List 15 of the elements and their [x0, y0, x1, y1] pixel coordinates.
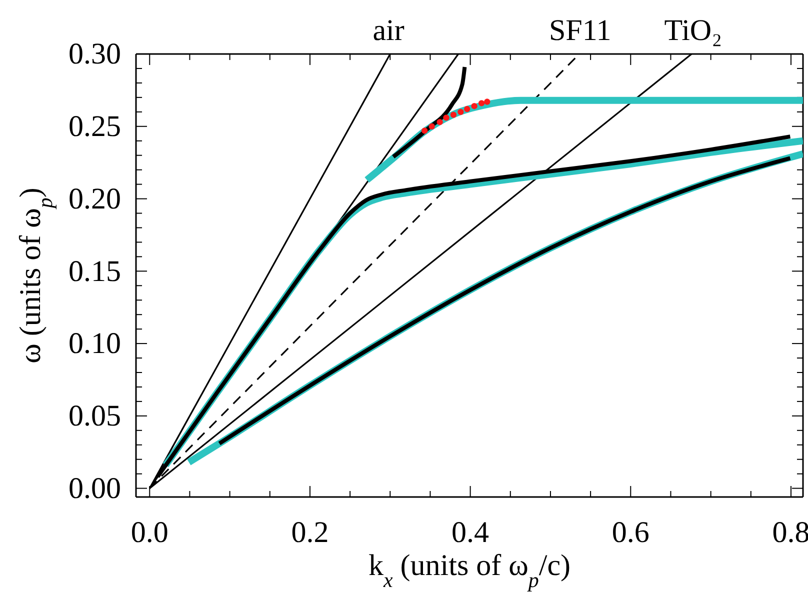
y-tick-label: 0.25: [68, 110, 121, 143]
x-axis-title: k$_{x}$ (units of ω$_{p}$/c): [368, 549, 571, 592]
annotation: air: [372, 14, 404, 47]
x-tick-label: 0.6: [612, 516, 650, 549]
y-tick-label: 0.00: [68, 472, 121, 505]
x-tick-label: 0.4: [452, 516, 490, 549]
x-tick-label: 0.0: [130, 516, 168, 549]
y-tick-label: 0.20: [68, 182, 121, 216]
x-tick-label: 0.2: [291, 516, 329, 549]
annotation: TiO₂: [664, 14, 722, 47]
y-tick-label: 0.30: [68, 38, 121, 71]
y-tick-label: 0.05: [68, 400, 121, 433]
y-tick-label: 0.15: [68, 254, 121, 288]
y-tick-label: 0.10: [68, 327, 121, 360]
annotation: SF11: [549, 14, 612, 47]
